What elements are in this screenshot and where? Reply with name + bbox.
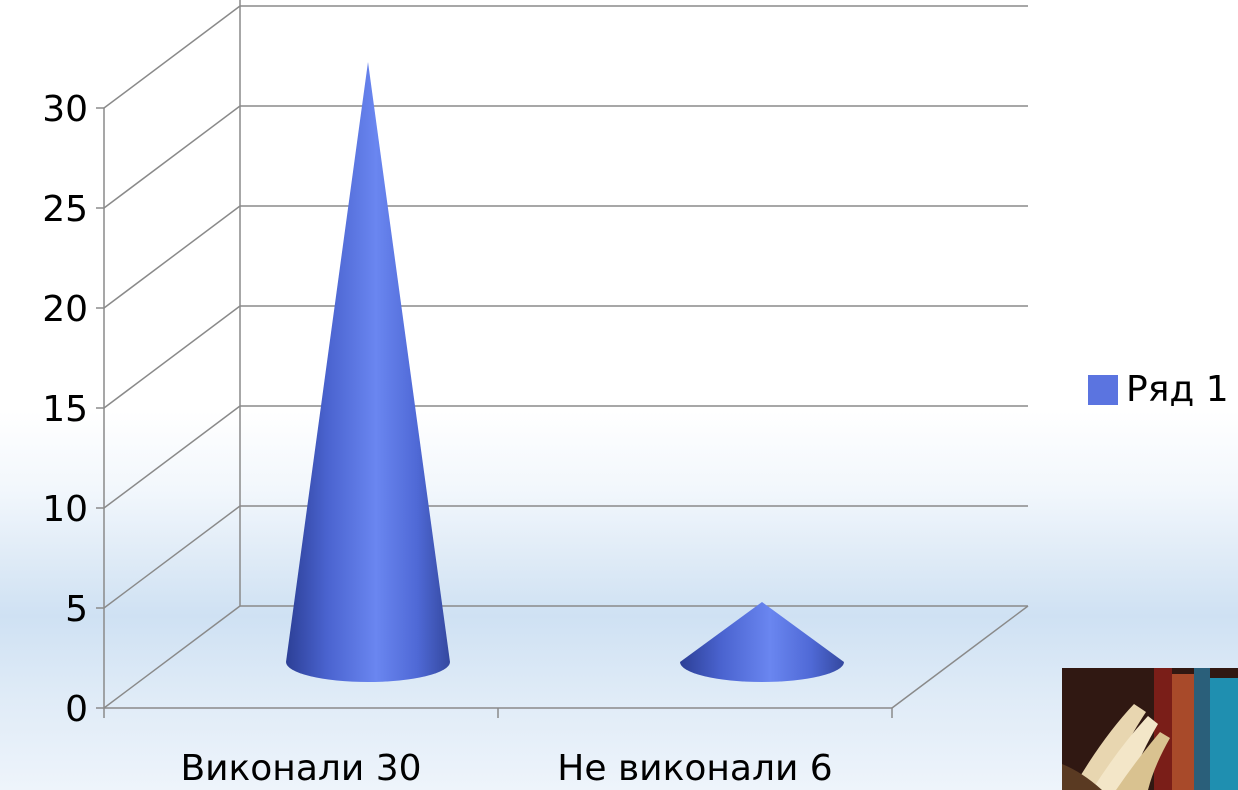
gridline-side (103, 205, 241, 309)
x-category-label: Виконали 30 (180, 748, 421, 789)
y-tick-label: 20 (42, 289, 88, 330)
gridline-side (103, 505, 241, 609)
y-tick-label: 0 (65, 689, 88, 730)
y-tick-label: 10 (42, 489, 88, 530)
legend-swatch (1088, 375, 1118, 405)
legend-label: Ряд 1 (1126, 369, 1229, 410)
gridline-side (103, 605, 241, 709)
x-category-label: Не виконали 6 (557, 748, 832, 789)
y-tick-label: 25 (42, 189, 88, 230)
book-image (1062, 668, 1238, 790)
cone-bar (680, 602, 844, 682)
y-tick-label: 30 (42, 89, 88, 130)
floor-edge (891, 605, 1029, 709)
book-photo (1062, 668, 1238, 790)
gridline-side (103, 305, 241, 409)
y-tick-label: 15 (42, 389, 88, 430)
gridline-side (103, 105, 241, 209)
y-tick-label: 5 (65, 589, 88, 630)
gridline-side (103, 5, 241, 109)
legend: Ряд 1 (1088, 368, 1229, 412)
cone-bar (286, 62, 450, 682)
gridline-side (103, 405, 241, 509)
